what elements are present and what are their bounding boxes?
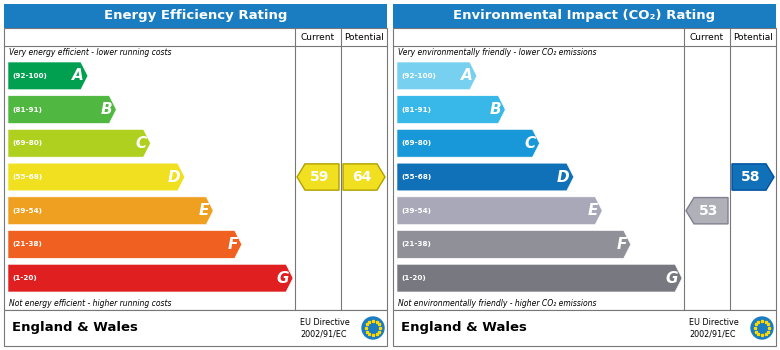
- Text: C: C: [524, 136, 536, 151]
- Text: A: A: [461, 68, 473, 83]
- Polygon shape: [397, 197, 602, 225]
- Text: (39-54): (39-54): [401, 208, 431, 214]
- Polygon shape: [397, 264, 682, 292]
- Text: (81-91): (81-91): [12, 106, 42, 113]
- Text: (55-68): (55-68): [401, 174, 431, 180]
- Bar: [393, 28, 776, 310]
- Text: (55-68): (55-68): [12, 174, 42, 180]
- Text: 53: 53: [700, 204, 718, 218]
- Text: (21-38): (21-38): [401, 241, 431, 247]
- Polygon shape: [397, 163, 574, 191]
- Polygon shape: [8, 264, 293, 292]
- Text: (69-80): (69-80): [12, 140, 42, 146]
- Text: (39-54): (39-54): [12, 208, 42, 214]
- Text: 64: 64: [353, 170, 372, 184]
- Polygon shape: [686, 197, 728, 224]
- Text: EU Directive
2002/91/EC: EU Directive 2002/91/EC: [300, 317, 349, 338]
- Polygon shape: [397, 231, 631, 258]
- Text: EU Directive
2002/91/EC: EU Directive 2002/91/EC: [689, 317, 739, 338]
- Polygon shape: [297, 164, 339, 190]
- Text: Energy Efficiency Rating: Energy Efficiency Rating: [104, 9, 287, 22]
- Text: Environmental Impact (CO₂) Rating: Environmental Impact (CO₂) Rating: [453, 9, 715, 22]
- Text: D: D: [168, 169, 181, 184]
- Text: E: E: [199, 203, 209, 218]
- Polygon shape: [343, 164, 385, 190]
- Polygon shape: [8, 62, 88, 90]
- Text: (1-20): (1-20): [12, 275, 37, 281]
- Polygon shape: [397, 62, 477, 90]
- Polygon shape: [8, 231, 242, 258]
- Bar: [393, 4, 776, 28]
- Polygon shape: [8, 197, 213, 225]
- Text: (92-100): (92-100): [12, 73, 47, 79]
- Polygon shape: [397, 96, 505, 124]
- Text: Very energy efficient - lower running costs: Very energy efficient - lower running co…: [9, 48, 172, 57]
- Text: Very environmentally friendly - lower CO₂ emissions: Very environmentally friendly - lower CO…: [398, 48, 597, 57]
- Polygon shape: [8, 96, 116, 124]
- Text: (1-20): (1-20): [401, 275, 426, 281]
- Text: (69-80): (69-80): [401, 140, 431, 146]
- Text: 59: 59: [310, 170, 330, 184]
- Text: E: E: [588, 203, 598, 218]
- Polygon shape: [8, 130, 151, 157]
- Text: G: G: [276, 271, 289, 286]
- Polygon shape: [8, 163, 185, 191]
- Text: Current: Current: [690, 33, 724, 42]
- Polygon shape: [397, 130, 540, 157]
- Bar: [4, 310, 387, 346]
- Text: F: F: [227, 237, 238, 252]
- Text: England & Wales: England & Wales: [401, 322, 526, 335]
- Text: Potential: Potential: [733, 33, 773, 42]
- Text: A: A: [72, 68, 83, 83]
- Text: Current: Current: [301, 33, 335, 42]
- Text: England & Wales: England & Wales: [12, 322, 138, 335]
- Text: 58: 58: [741, 170, 760, 184]
- Text: B: B: [101, 102, 112, 117]
- Text: (81-91): (81-91): [401, 106, 431, 113]
- Text: F: F: [616, 237, 626, 252]
- Text: (92-100): (92-100): [401, 73, 436, 79]
- Circle shape: [362, 317, 384, 339]
- Text: B: B: [490, 102, 502, 117]
- Text: D: D: [557, 169, 569, 184]
- Bar: [393, 310, 776, 346]
- Bar: [4, 28, 387, 310]
- Text: C: C: [135, 136, 147, 151]
- Text: G: G: [665, 271, 678, 286]
- Text: Not environmentally friendly - higher CO₂ emissions: Not environmentally friendly - higher CO…: [398, 299, 597, 308]
- Text: Potential: Potential: [344, 33, 384, 42]
- Polygon shape: [732, 164, 774, 190]
- Text: Not energy efficient - higher running costs: Not energy efficient - higher running co…: [9, 299, 172, 308]
- Bar: [4, 4, 387, 28]
- Circle shape: [751, 317, 773, 339]
- Text: (21-38): (21-38): [12, 241, 42, 247]
